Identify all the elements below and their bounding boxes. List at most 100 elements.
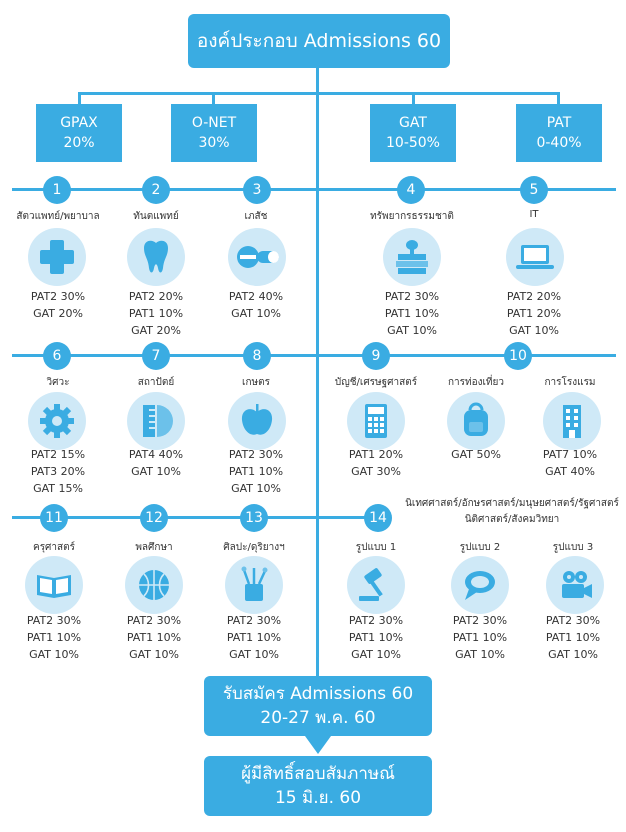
requirement: PAT2 30% [226, 614, 282, 627]
interview-title: ผู้มีสิทธิ์สอบสัมภาษณ์ [241, 764, 395, 784]
component-onet: O-NET 30% [171, 104, 257, 162]
requirement: PAT2 30% [545, 614, 601, 627]
group-requirements: PAT4 40% GAT 10% [100, 446, 212, 480]
requirement: PAT2 20% [506, 290, 562, 303]
group-number: 14 [364, 504, 392, 532]
group-requirements: PAT2 30% PAT1 10% GAT 10% [200, 446, 312, 497]
requirement: PAT1 10% [452, 631, 508, 644]
books-plant-icon [383, 228, 441, 286]
brushes-icon [225, 556, 283, 614]
group-requirements: PAT2 30% PAT1 10% GAT 10% [356, 288, 468, 339]
requirement: GAT 10% [351, 648, 401, 661]
group-requirements: PAT2 30% PAT1 10% GAT 10% [198, 612, 310, 663]
calculator-icon [347, 392, 405, 450]
trunk-line [316, 68, 319, 738]
group-label: เภสัช [244, 211, 268, 222]
group-number: 10 [504, 342, 532, 370]
requirement: PAT1 10% [545, 631, 601, 644]
requirement: PAT1 10% [348, 631, 404, 644]
requirement: PAT3 20% [30, 465, 86, 478]
group-label: สัตวแพทย์/พยาบาล [16, 211, 100, 222]
component-name: GPAX [60, 115, 98, 131]
requirement: GAT 10% [229, 648, 279, 661]
group-label: บัญชี/เศรษฐศาสตร์ [334, 377, 418, 388]
requirement: PAT2 30% [452, 614, 508, 627]
backpack-icon [447, 392, 505, 450]
requirement: GAT 10% [29, 648, 79, 661]
requirement: PAT2 30% [126, 614, 182, 627]
requirement: PAT2 30% [228, 448, 284, 461]
group-requirements: PAT7 10% GAT 40% [516, 446, 624, 480]
requirement: GAT 50% [451, 448, 501, 461]
group-label: สถาปัตย์ [137, 377, 175, 388]
requirement: GAT 10% [509, 324, 559, 337]
group-label: ทรัพยากรธรรมชาติ [370, 211, 454, 222]
application-box: รับสมัคร Admissions 60 20-27 พ.ค. 60 [204, 676, 432, 736]
application-dates: 20-27 พ.ค. 60 [260, 708, 376, 728]
requirement: PAT1 10% [228, 465, 284, 478]
group-requirements: PAT2 30% PAT1 10% GAT 10% [520, 612, 626, 663]
group-number: 11 [40, 504, 68, 532]
requirement: PAT2 30% [26, 614, 82, 627]
requirement: GAT 10% [455, 648, 505, 661]
component-name: O-NET [191, 115, 237, 131]
group-requirements: PAT2 40% GAT 10% [200, 288, 312, 322]
group-requirements: PAT2 15% PAT3 20% GAT 15% [2, 446, 114, 497]
group-label: ครุศาสตร์ [33, 542, 75, 553]
component-weight: 30% [198, 135, 230, 151]
component-weight: 0-40% [536, 135, 582, 151]
arrow-down-icon [305, 736, 331, 754]
connector [412, 92, 415, 104]
group-14-note: นิเทศศาสตร์/อักษรศาสตร์/มนุษยศาสตร์/รัฐศ… [398, 496, 626, 528]
requirement: GAT 30% [351, 465, 401, 478]
requirement: GAT 15% [33, 482, 83, 495]
group-number: 4 [397, 176, 425, 204]
ruler-protractor-icon [127, 392, 185, 450]
component-name: PAT [546, 115, 572, 131]
book-icon [25, 556, 83, 614]
row3-right-line [316, 516, 378, 519]
group-number: 3 [243, 176, 271, 204]
group-number: 9 [362, 342, 390, 370]
component-weight: 20% [63, 135, 95, 151]
requirement: GAT 10% [548, 648, 598, 661]
group-requirements: PAT2 30% PAT1 10% GAT 10% [98, 612, 210, 663]
component-weight: 10-50% [386, 135, 440, 151]
interview-date: 15 มิ.ย. 60 [274, 788, 362, 808]
requirement: GAT 10% [231, 482, 281, 495]
group-label: พลศึกษา [135, 542, 173, 553]
group-requirements: PAT2 20% PAT1 10% GAT 20% [100, 288, 212, 339]
group-label: ศิลปะ/ดุริยางฯ [223, 542, 285, 553]
requirement: PAT2 20% [128, 290, 184, 303]
requirement: PAT1 20% [348, 448, 404, 461]
group-number: 6 [43, 342, 71, 370]
group-label: เกษตร [242, 377, 270, 388]
group-label: การท่องเที่ยว [447, 377, 504, 388]
apple-icon [228, 392, 286, 450]
component-gpax: GPAX 20% [36, 104, 122, 162]
component-pat: PAT 0-40% [516, 104, 602, 162]
hotel-icon [543, 392, 601, 450]
requirement: GAT 10% [387, 324, 437, 337]
group-label: ทันตแพทย์ [133, 211, 179, 222]
format-label: รูปแบบ 1 [355, 542, 397, 553]
requirement: PAT2 15% [30, 448, 86, 461]
connector [557, 92, 560, 104]
row2-line [12, 354, 616, 357]
page-title: องค์ประกอบ Admissions 60 [188, 14, 450, 68]
requirement: PAT1 10% [226, 631, 282, 644]
format-label: รูปแบบ 2 [459, 542, 501, 553]
group-number: 2 [142, 176, 170, 204]
group-label: วิศวะ [46, 377, 70, 388]
group-number: 1 [43, 176, 71, 204]
application-title: รับสมัคร Admissions 60 [222, 684, 414, 704]
pill-icon [228, 228, 286, 286]
component-name: GAT [399, 115, 427, 131]
basketball-icon [125, 556, 183, 614]
requirement: PAT2 40% [228, 290, 284, 303]
medical-cross-icon [28, 228, 86, 286]
requirement: PAT7 10% [542, 448, 598, 461]
speech-bubble-icon [451, 556, 509, 614]
note-line: นิติศาสตร์/สังคมวิทยา [464, 514, 560, 525]
group-requirements: PAT2 30% GAT 20% [2, 288, 114, 322]
